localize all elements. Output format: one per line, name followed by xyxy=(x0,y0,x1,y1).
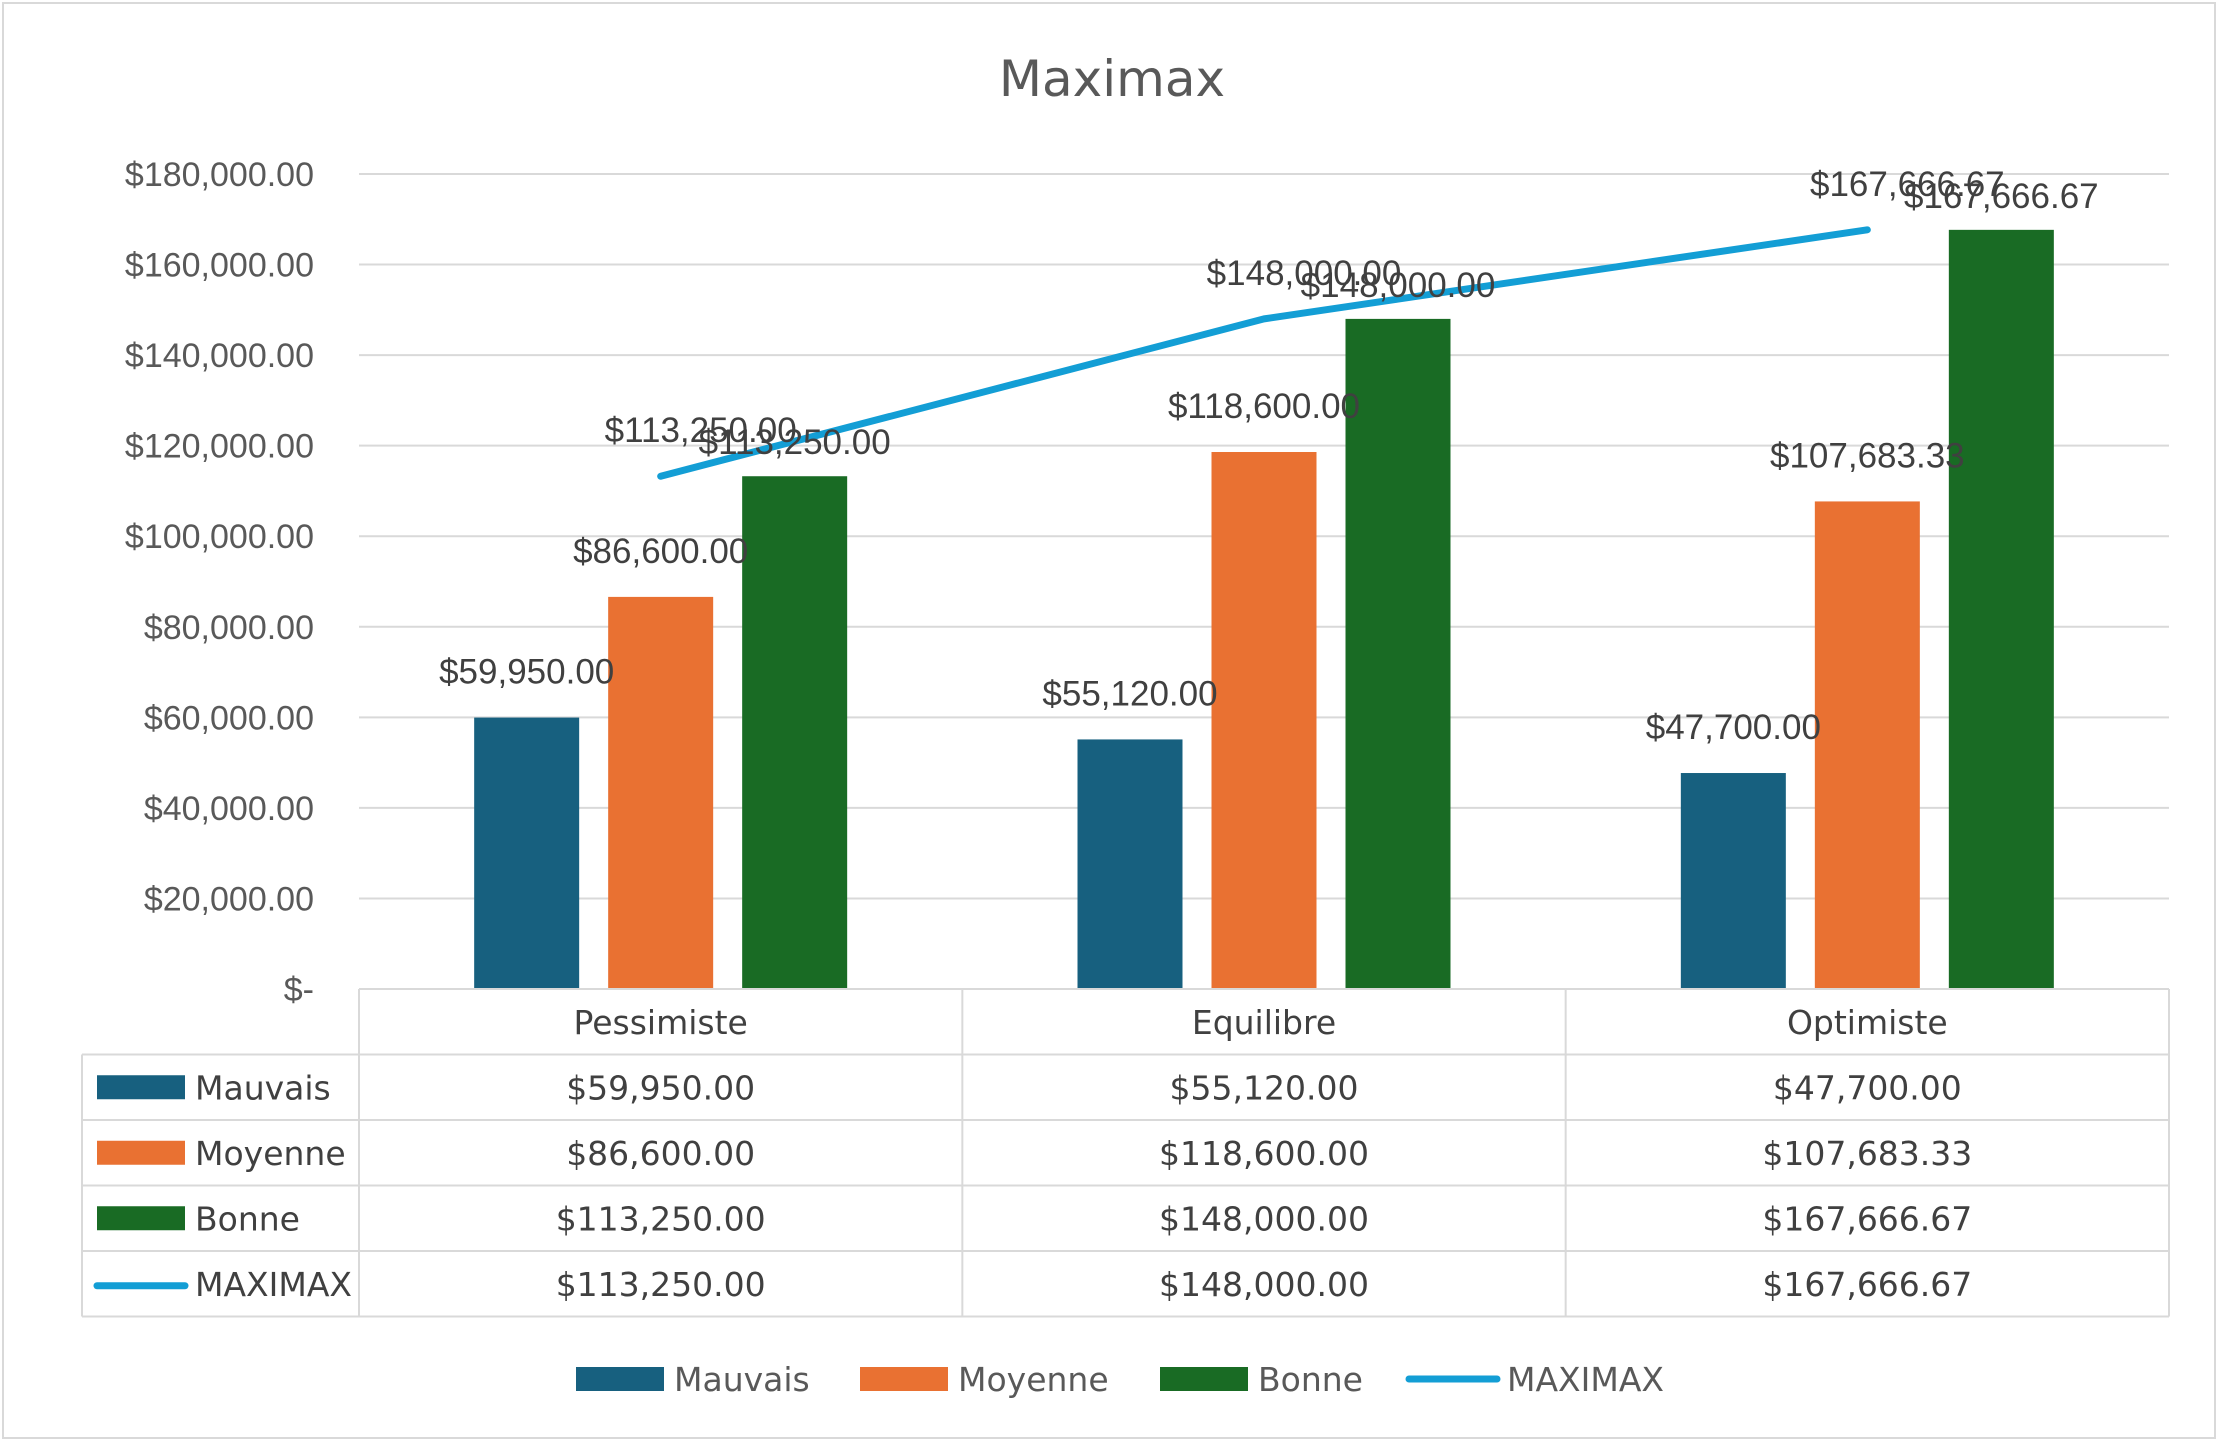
legend-swatch-moyenne xyxy=(860,1367,948,1391)
y-tick-label: $140,000.00 xyxy=(125,337,314,375)
legend-label: Moyenne xyxy=(958,1360,1109,1399)
legend-key-moyenne xyxy=(97,1141,185,1165)
data-label: $107,683.33 xyxy=(1770,436,1965,475)
table-cell: $167,666.67 xyxy=(1762,1265,1972,1304)
maximax-chart: Maximax $- $20,000.00 $40,000.00 $60,000.00… xyxy=(4,4,2218,1441)
y-tick-label: $120,000.00 xyxy=(125,428,314,466)
x-category-label: Equilibre xyxy=(1192,1003,1336,1042)
table-cell: $118,600.00 xyxy=(1159,1134,1369,1173)
chart-title: Maximax xyxy=(999,50,1225,108)
x-category-label: Optimiste xyxy=(1787,1003,1948,1042)
table-cell: $59,950.00 xyxy=(566,1068,755,1107)
y-tick-label: $60,000.00 xyxy=(144,699,314,737)
y-tick-label: $180,000.00 xyxy=(125,156,314,194)
table-cell: $167,666.67 xyxy=(1762,1199,1972,1238)
bar-bonne-pessimiste xyxy=(742,476,847,989)
data-label: $55,120.00 xyxy=(1042,674,1217,713)
bar-moyenne-equilibre xyxy=(1212,452,1317,989)
x-category-label: Pessimiste xyxy=(573,1003,747,1042)
table-row-header: MAXIMAX xyxy=(195,1265,352,1304)
bar-moyenne-optimiste xyxy=(1815,501,1920,989)
table-cell: $86,600.00 xyxy=(566,1134,755,1173)
y-tick-label: $160,000.00 xyxy=(125,247,314,285)
data-label: $59,950.00 xyxy=(439,653,614,692)
table-row-header: Bonne xyxy=(195,1199,300,1238)
legend-label: MAXIMAX xyxy=(1507,1360,1664,1399)
y-tick-label: $40,000.00 xyxy=(144,790,314,828)
legend-key-bonne xyxy=(97,1206,185,1230)
table-cell: $107,683.33 xyxy=(1762,1134,1972,1173)
data-label: $86,600.00 xyxy=(573,532,748,571)
legend-swatch-mauvais xyxy=(576,1367,664,1391)
y-tick-label: $20,000.00 xyxy=(144,880,314,918)
bar-moyenne-pessimiste xyxy=(608,597,713,989)
y-tick-label: $100,000.00 xyxy=(125,518,314,556)
table-cell: $148,000.00 xyxy=(1159,1199,1369,1238)
table-cell: $148,000.00 xyxy=(1159,1265,1369,1304)
bar-mauvais-optimiste xyxy=(1681,773,1786,989)
bar-mauvais-equilibre xyxy=(1078,739,1183,989)
data-label: $148,000.00 xyxy=(1207,254,1402,293)
table-cell: $47,700.00 xyxy=(1773,1068,1962,1107)
y-tick-label: $80,000.00 xyxy=(144,609,314,647)
data-label: $118,600.00 xyxy=(1168,387,1360,426)
table-cell: $113,250.00 xyxy=(556,1199,766,1238)
legend-label: Mauvais xyxy=(674,1360,810,1399)
table-cell: $55,120.00 xyxy=(1170,1068,1359,1107)
bar-bonne-optimiste xyxy=(1949,230,2054,989)
bar-mauvais-pessimiste xyxy=(474,718,579,989)
data-label: $47,700.00 xyxy=(1646,708,1821,747)
table-cell: $113,250.00 xyxy=(556,1265,766,1304)
data-label: $113,250.00 xyxy=(605,411,797,450)
legend-key-mauvais xyxy=(97,1075,185,1099)
bar-bonne-equilibre xyxy=(1346,319,1451,989)
table-row-header: Mauvais xyxy=(195,1068,331,1107)
y-tick-label: $- xyxy=(284,971,314,1009)
table-row-header: Moyenne xyxy=(195,1134,346,1173)
legend-swatch-bonne xyxy=(1160,1367,1248,1391)
data-label: $167,666.67 xyxy=(1810,165,2005,204)
legend-label: Bonne xyxy=(1258,1360,1363,1399)
